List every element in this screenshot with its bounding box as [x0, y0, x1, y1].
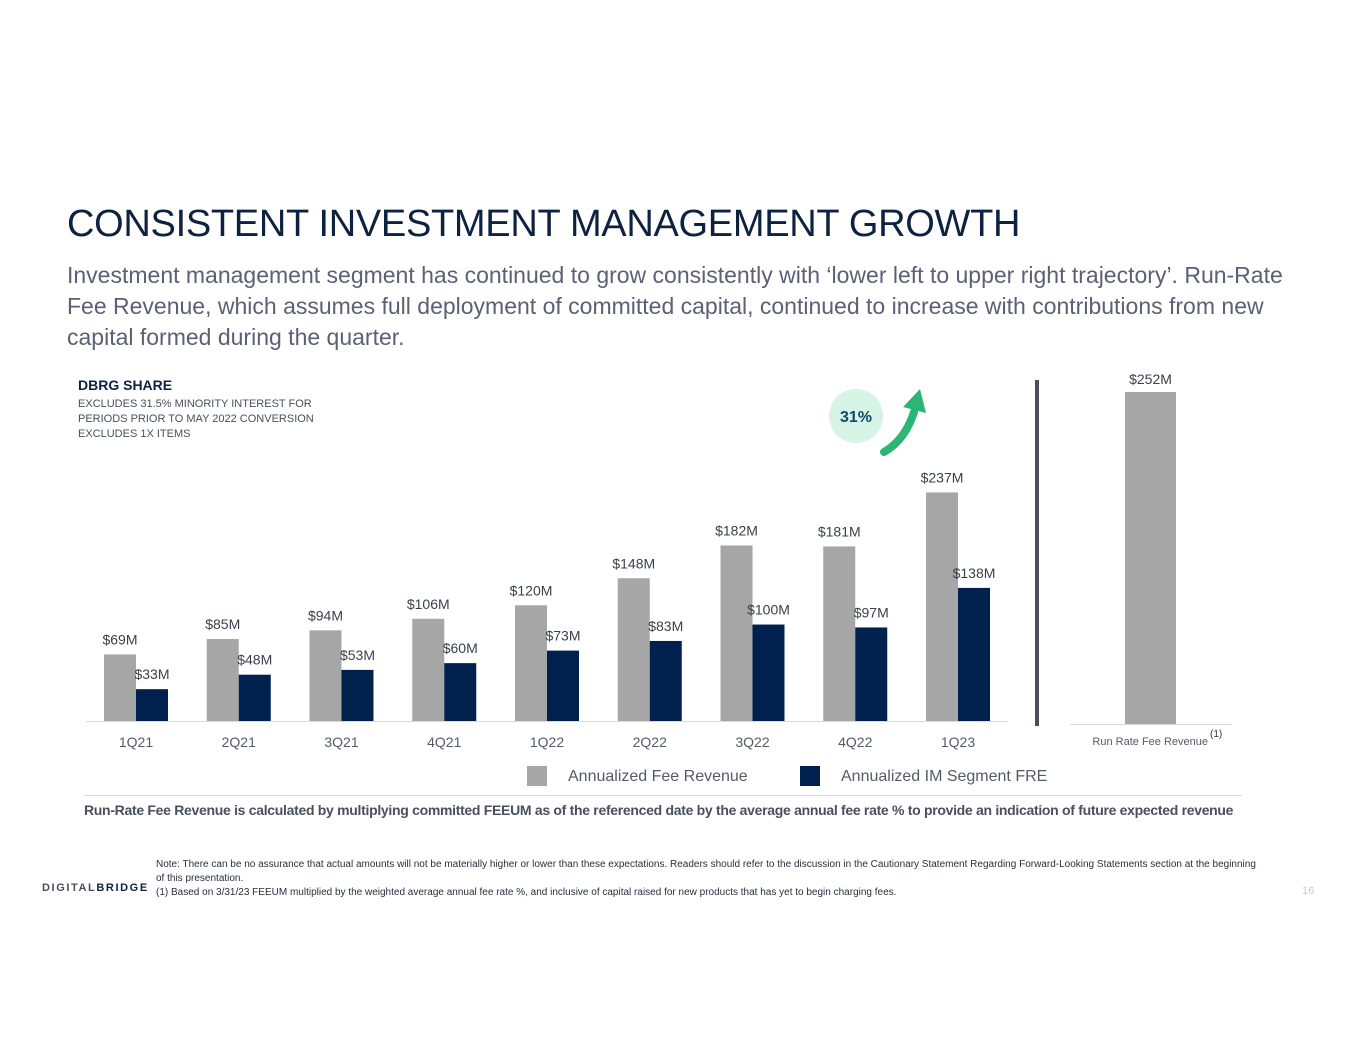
bar-fee-revenue-3Q22 [720, 545, 753, 721]
bar-fre-4Q21 [444, 663, 477, 721]
label-fee-revenue-1Q22: $120M [510, 582, 553, 598]
bar-fee-revenue-1Q23 [926, 492, 958, 721]
label-fre-2Q21: $48M [237, 652, 272, 668]
bar-fre-4Q22 [855, 627, 888, 721]
bar-fre-2Q21 [238, 674, 271, 721]
tick-label-1Q21: 1Q21 [119, 734, 153, 750]
label-fee-revenue-4Q21: $106M [407, 596, 450, 612]
logo-prefix: DIGITAL [42, 882, 97, 894]
tick-label-1Q22: 1Q22 [530, 734, 564, 750]
revenue-bar-chart: $69M $33M 1Q21 $85M $48M 2Q21 $94M $53M 3Q21 $106… [86, 371, 1232, 750]
dbrg-share-note: DBRG SHARE EXCLUDES 31.5% MINORITY INTER… [78, 377, 314, 442]
label-fee-revenue-2Q22: $148M [612, 555, 655, 571]
legend-label-fre: Annualized IM Segment FRE [841, 768, 1048, 785]
share-line-2: PERIODS PRIOR TO MAY 2022 CONVERSION [78, 413, 314, 425]
logo-suffix: BRIDGE [96, 882, 149, 894]
bar-fee-revenue-2Q22 [617, 578, 650, 721]
bar-fee-revenue-1Q21 [104, 654, 136, 721]
label-fee-revenue-1Q23: $237M [921, 469, 964, 485]
share-title: DBRG SHARE [78, 377, 173, 393]
page-number: 16 [1302, 885, 1315, 897]
legend-swatch-fre [800, 766, 820, 786]
tick-label-3Q21: 3Q21 [324, 734, 358, 750]
label-fre-4Q21: $60M [443, 640, 478, 656]
legend-swatch-fee-revenue [527, 766, 547, 786]
label-fre-1Q23: $138M [953, 565, 996, 581]
label-run-rate: $252M [1129, 371, 1172, 387]
label-fre-2Q22: $83M [648, 618, 683, 634]
tick-label-4Q21: 4Q21 [427, 734, 461, 750]
footnote-1: (1) Based on 3/31/23 FEEUM multiplied by… [156, 887, 897, 898]
page-subtitle: Investment management segment has contin… [67, 262, 1283, 350]
bar-fre-1Q23 [958, 587, 990, 721]
share-line-3: EXCLUDES 1X ITEMS [78, 428, 191, 440]
digitalbridge-logo: DIGITALBRIDGE [42, 882, 149, 894]
growth-circle [829, 389, 883, 443]
label-fre-3Q22: $100M [747, 602, 790, 618]
bar-fre-3Q21 [341, 669, 374, 721]
growth-arrow-head [903, 389, 926, 413]
definition-divider [84, 795, 1242, 796]
bar-fre-2Q22 [649, 640, 682, 721]
label-fre-1Q21: $33M [134, 666, 169, 682]
bar-run-rate [1125, 391, 1176, 724]
tick-label-2Q21: 2Q21 [222, 734, 256, 750]
label-fee-revenue-3Q22: $182M [715, 522, 758, 538]
label-fre-3Q21: $53M [340, 647, 375, 663]
tick-label-1Q23: 1Q23 [941, 734, 975, 750]
bar-fee-revenue-4Q22 [823, 546, 856, 721]
bar-fee-revenue-2Q21 [206, 639, 239, 721]
legend-label-fee-revenue: Annualized Fee Revenue [568, 768, 748, 785]
page-title: CONSISTENT INVESTMENT MANAGEMENT GROWTH [67, 203, 1021, 245]
footnotes: Note: There can be no assurance that act… [156, 858, 1256, 900]
bar-fee-revenue-3Q21 [309, 630, 342, 721]
tick-label-run-rate: Run Rate Fee Revenue [1092, 736, 1208, 748]
label-fee-revenue-4Q22: $181M [818, 523, 861, 539]
tick-label-4Q22: 4Q22 [838, 734, 872, 750]
bar-fre-1Q21 [136, 689, 168, 721]
bar-fre-1Q22 [547, 650, 579, 721]
bar-fee-revenue-1Q22 [515, 605, 547, 721]
forward-looking-note: Note: There can be no assurance that act… [156, 859, 1256, 884]
label-fre-1Q22: $73M [545, 628, 580, 644]
label-fee-revenue-2Q21: $85M [205, 616, 240, 632]
growth-arrow-shaft [880, 408, 918, 456]
label-fee-revenue-3Q21: $94M [308, 607, 343, 623]
bar-fee-revenue-4Q21 [412, 618, 445, 721]
growth-percent-label: 31% [840, 409, 872, 426]
run-rate-definition: Run-Rate Fee Revenue is calculated by mu… [84, 802, 1234, 818]
run-rate-footnote-marker: (1) [1210, 729, 1222, 740]
bar-fre-3Q22 [752, 624, 785, 721]
share-line-1: EXCLUDES 31.5% MINORITY INTEREST FOR [78, 398, 312, 410]
label-fee-revenue-1Q21: $69M [102, 631, 137, 647]
tick-label-3Q22: 3Q22 [735, 734, 769, 750]
label-fre-4Q22: $97M [854, 604, 889, 620]
tick-label-2Q22: 2Q22 [633, 734, 667, 750]
